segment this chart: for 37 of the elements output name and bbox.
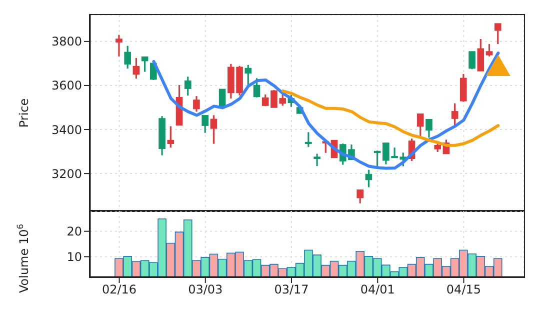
candlestick — [365, 169, 372, 188]
candlestick — [132, 57, 140, 80]
candlestick — [202, 114, 208, 134]
candlestick — [314, 152, 320, 167]
candlestick — [141, 56, 148, 73]
candlestick — [210, 114, 218, 145]
candlestick — [244, 64, 252, 86]
y-tick-label: 3200 — [51, 166, 82, 181]
candlestick — [167, 125, 174, 148]
y-tick-label: 3400 — [51, 122, 82, 137]
candlestick — [416, 113, 424, 137]
y-axis-title: Price — [17, 98, 31, 128]
line-series — [152, 52, 500, 170]
x-tick-label: 04/15 — [446, 282, 482, 297]
candlestick — [184, 76, 192, 96]
candlestick — [468, 50, 476, 70]
candlestick — [477, 38, 484, 72]
candlestick — [486, 43, 493, 58]
y-tick-label: 20 — [66, 224, 82, 239]
candlestick — [494, 22, 502, 45]
y-tick-label: 3800 — [51, 34, 82, 49]
candlestick — [460, 73, 467, 103]
candlestick — [451, 102, 458, 126]
x-tick-label: 03/17 — [274, 282, 309, 297]
candlestick — [356, 189, 364, 204]
candlestick — [374, 150, 381, 168]
y-tick-label: 3600 — [51, 78, 82, 93]
candlestick — [426, 118, 432, 138]
candlestick — [124, 45, 131, 70]
y-tick-label: 10 — [66, 250, 82, 264]
candlestick — [116, 34, 122, 58]
x-tick-label: 03/03 — [188, 282, 223, 297]
candlestick — [193, 95, 200, 112]
x-tick-label: 04/01 — [360, 282, 395, 297]
x-tick-label: 02/16 — [102, 282, 137, 297]
candlestick — [305, 131, 312, 148]
candlestick — [253, 77, 260, 98]
